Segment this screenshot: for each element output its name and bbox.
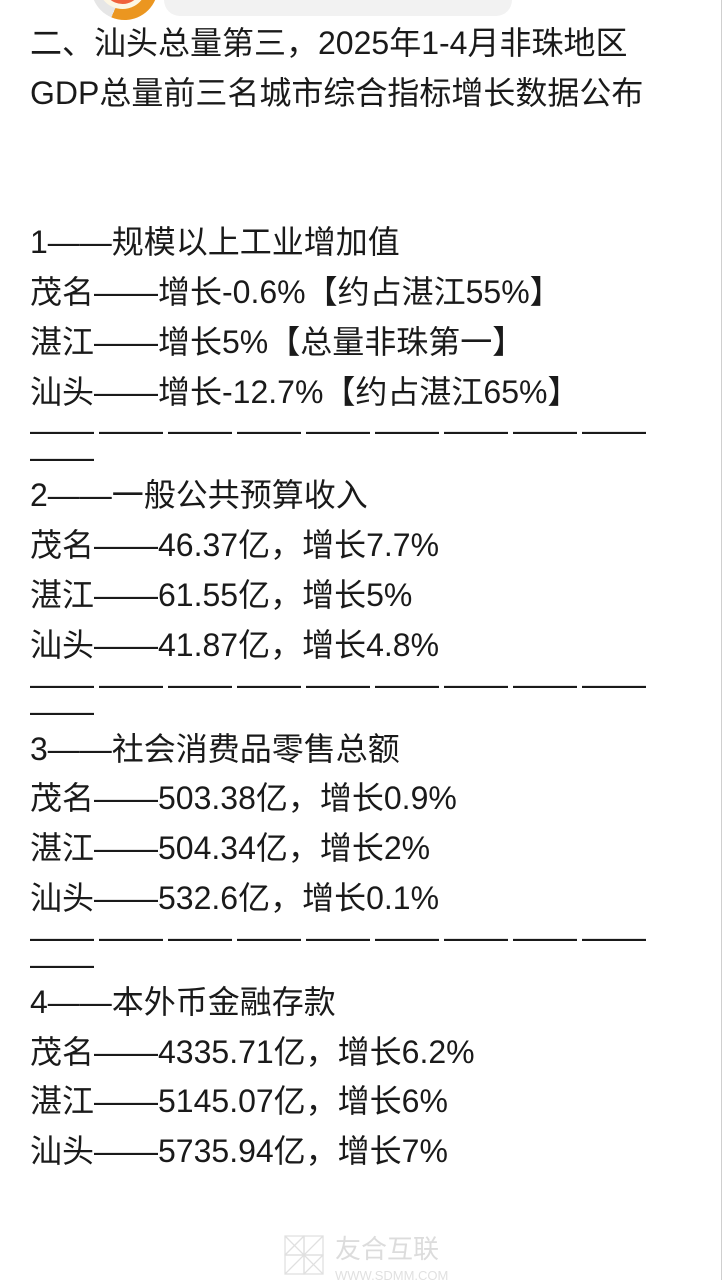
svg-text:友合互联: 友合互联 <box>335 1234 439 1264</box>
svg-text:WWW.SDMM.COM: WWW.SDMM.COM <box>335 1268 448 1280</box>
